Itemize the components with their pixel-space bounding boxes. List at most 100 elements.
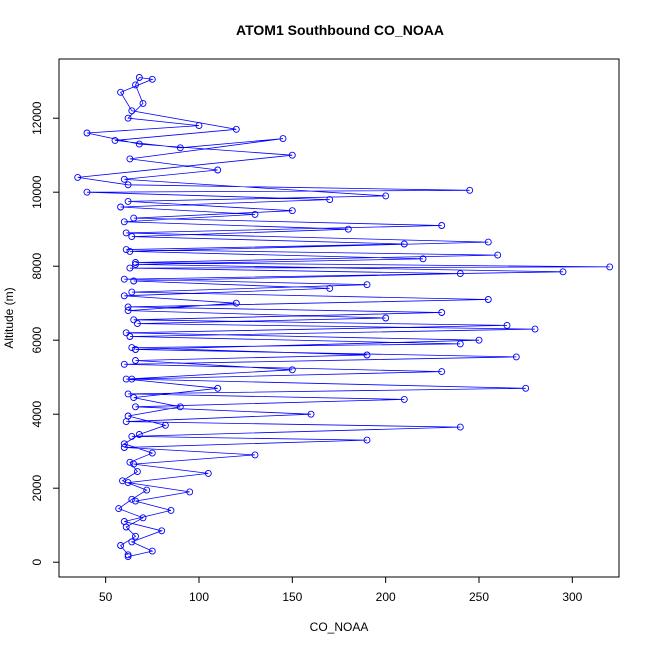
data-point [288,366,296,374]
data-point [279,135,287,143]
data-point [122,329,130,337]
data-point [124,551,132,559]
data-point [531,325,539,333]
data-point [124,479,132,487]
data-point [167,506,175,514]
data-point [522,384,530,392]
data-point [117,88,125,96]
data-point [307,410,315,418]
data-point [126,458,134,466]
data-point [456,423,464,431]
x-tick-label: 100 [189,590,209,604]
data-point [120,292,128,300]
data-point [251,210,259,218]
data-point [124,307,132,315]
data-point [438,368,446,376]
data-point [135,140,143,148]
data-point [148,75,156,83]
data-point [128,495,136,503]
data-point [128,344,136,352]
x-axis-label: CO_NOAA [310,620,369,634]
data-point [130,394,138,402]
data-point [344,225,352,233]
data-point [120,275,128,283]
data-point [122,246,130,254]
chart-title: ATOM1 Southbound CO_NOAA [236,22,444,38]
data-point [124,303,132,311]
data-point [559,268,567,276]
data-point [130,277,138,285]
data-point [135,74,143,81]
data-point [475,336,483,344]
x-tick-label: 200 [376,590,396,604]
data-point [214,384,222,392]
data-point [456,270,464,278]
data-point [117,542,125,549]
data-point [120,518,128,525]
y-tick-label: 0 [30,559,44,566]
data-point [606,263,614,271]
y-tick-label: 10000 [30,175,44,209]
data-point [466,186,474,194]
data-point [494,251,502,259]
data-point [148,449,156,457]
data-point [232,125,240,133]
data-point [456,340,464,348]
data-point [382,192,390,200]
x-tick-label: 300 [562,590,582,604]
x-tick-label: 250 [469,590,489,604]
data-point [130,214,138,222]
data-point [363,281,371,289]
data-point [326,196,334,204]
data-point [232,299,240,307]
series-line [77,77,610,557]
data-point [143,486,151,494]
data-point [363,351,371,359]
data-point [132,357,139,364]
y-tick-label: 6000 [30,327,44,354]
data-point [128,538,136,546]
data-point [120,440,128,448]
data-point [133,320,141,328]
data-point [124,390,132,398]
data-point [135,431,143,438]
data-point [115,505,123,513]
data-point [130,316,138,324]
data-point [176,144,184,152]
data-point [128,233,136,241]
data-point [83,129,91,137]
data-point [132,259,139,266]
plot-frame [58,58,620,578]
data-point [128,107,136,115]
data-point [132,403,139,411]
data-point [288,151,296,159]
data-point [124,114,132,122]
data-point [128,288,136,296]
data-point [126,264,134,272]
data-point [204,469,212,477]
data-point [186,488,194,496]
data-point [120,218,128,226]
data-point [130,460,138,468]
data-point [126,155,134,163]
data-point [117,203,125,211]
data-point [382,314,390,322]
data-point [120,175,128,183]
data-point [124,553,132,561]
y-axis: 0 2000 4000 6000 8000 10000 12000 [30,101,60,566]
data-point [132,81,139,89]
data-point [326,284,334,292]
data-point [400,240,408,248]
x-axis: 50 100 150 200 250 300 [99,576,583,604]
data-point [124,181,132,189]
x-tick-label: 150 [282,590,302,604]
data-point [176,403,184,411]
data-point [128,432,136,440]
data-point [126,333,134,340]
data-point [139,514,147,522]
y-tick-label: 2000 [30,475,44,502]
data-point [484,238,492,246]
data-point [132,260,139,268]
data-point [111,136,119,144]
